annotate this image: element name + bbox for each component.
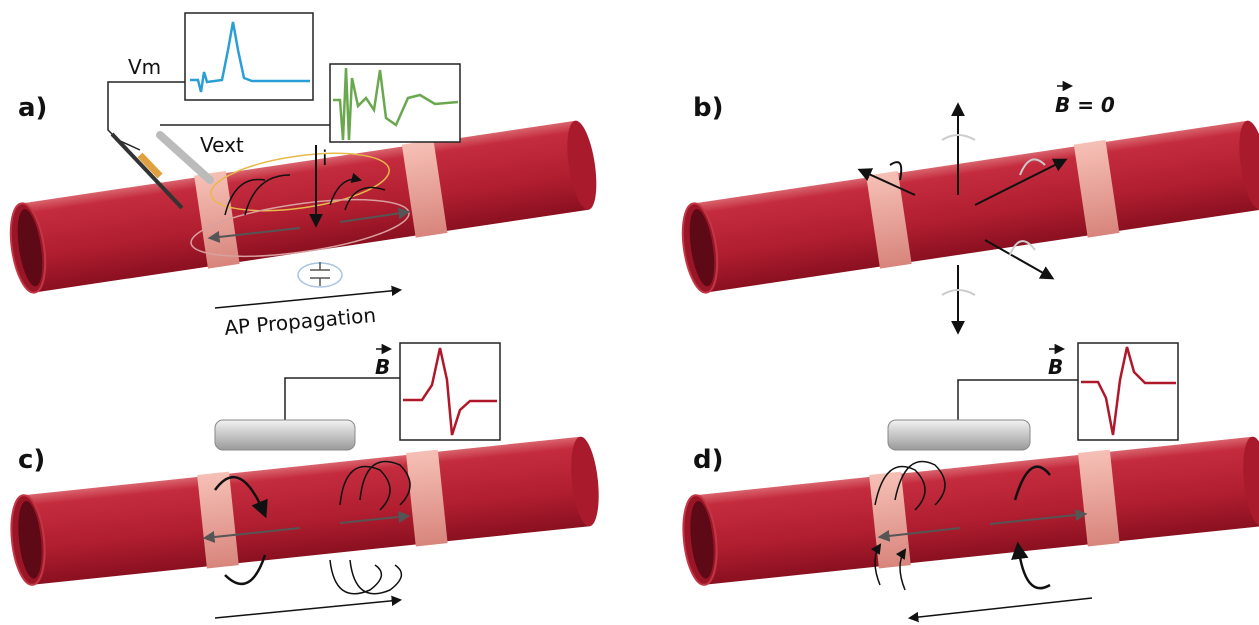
field-label: B: [375, 355, 390, 379]
current-label: i: [322, 146, 328, 170]
vext-label: Vext: [200, 133, 244, 157]
wire: [958, 380, 1078, 425]
axon-tube: [677, 117, 1259, 297]
panel-label: c): [18, 445, 45, 475]
panel-label: a): [18, 93, 47, 123]
capacitor: [310, 262, 330, 286]
page: a) Vm Vext i AP Propagation b) B = 0 c) …: [0, 0, 1259, 625]
signal-box: [185, 13, 313, 100]
field-label: B: [1048, 355, 1063, 379]
field-label: B = 0: [1055, 93, 1115, 117]
wire: [285, 378, 400, 425]
panel-label: b): [693, 93, 724, 123]
sensor: [888, 420, 1030, 450]
axon-tube: [679, 433, 1259, 588]
panel-label: d): [693, 445, 724, 475]
propagation-label: AP Propagation: [223, 303, 377, 340]
figure: a) Vm Vext i AP Propagation b) B = 0 c) …: [0, 0, 1259, 625]
signal-box: [1078, 343, 1178, 440]
vm-label: Vm: [128, 55, 161, 79]
sensor: [215, 420, 355, 450]
propagation-arrow: [910, 598, 1092, 618]
axon-tube: [5, 117, 601, 297]
axon-tube: [7, 433, 603, 588]
propagation-arrow: [215, 600, 400, 618]
